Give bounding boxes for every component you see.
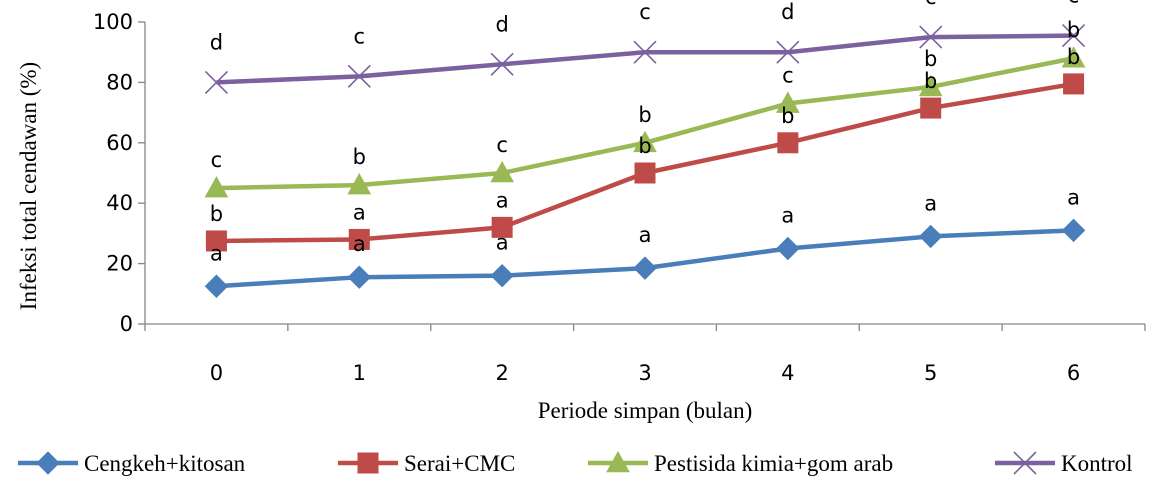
data-point (919, 224, 943, 249)
significance-letter: a (210, 241, 223, 265)
significance-letter: b (1067, 18, 1080, 42)
significance-letter: d (781, 0, 794, 24)
data-point (1061, 46, 1086, 68)
data-point (348, 228, 370, 250)
y-tick-label: 40 (106, 191, 133, 215)
y-tick-labels: 0 20 40 60 80 100 (93, 10, 133, 336)
significance-letter: a (1067, 185, 1080, 209)
significance-letter: b (924, 69, 937, 93)
data-point (490, 263, 514, 288)
data-point (347, 173, 372, 195)
x-tick-label: 6 (1067, 361, 1080, 385)
series-cengkeh-kitosan (204, 218, 1086, 298)
significance-letters: aaaaaaabaabbbbcbcbcbbdcdcdcc (210, 0, 1080, 265)
legend-marker (1013, 451, 1037, 475)
y-tick-label: 0 (120, 312, 133, 336)
significance-letter: a (924, 191, 937, 215)
series-serai-cmc (205, 73, 1085, 252)
data-point (633, 40, 657, 64)
x-tick-label: 5 (924, 361, 937, 385)
x-tick-label: 0 (210, 361, 223, 385)
data-point (634, 162, 656, 184)
significance-letter: a (496, 231, 509, 255)
significance-letter: b (210, 202, 223, 226)
legend-label: Pestisida kimia+gom arab (654, 451, 893, 476)
significance-letter: a (496, 188, 509, 212)
data-point (204, 274, 229, 298)
data-point (776, 91, 800, 113)
x-tick-label: 4 (781, 361, 794, 385)
data-point (920, 97, 942, 119)
significance-letter: c (639, 0, 651, 24)
data-point (919, 25, 943, 49)
legend-label: Serai+CMC (404, 451, 515, 476)
legend-marker (357, 452, 379, 474)
axes (138, 21, 1146, 331)
data-point (490, 52, 514, 76)
series-kontrol (204, 24, 1086, 94)
series-line (216, 33, 1074, 85)
data-point (205, 230, 227, 252)
legend-item: Pestisida kimia+gom arab (588, 450, 893, 476)
x-tick-label: 2 (495, 361, 508, 385)
data-point (1061, 218, 1086, 243)
legend-label: Kontrol (1061, 451, 1133, 476)
data-point (347, 64, 371, 88)
data-point (777, 132, 799, 154)
y-tick-label: 100 (93, 10, 133, 34)
data-point (1062, 24, 1086, 48)
legend-marker (36, 451, 60, 475)
significance-letter: a (781, 204, 794, 228)
significance-letter: c (496, 133, 508, 157)
significance-letter: c (782, 64, 794, 88)
significance-letter: b (781, 104, 794, 128)
data-point (347, 265, 371, 289)
y-tick-label: 20 (106, 252, 133, 276)
data-point (491, 216, 513, 238)
x-axis-title: Periode simpan (bulan) (538, 398, 753, 423)
legend-label: Cengkeh+kitosan (84, 451, 246, 476)
legend-item: Kontrol (995, 451, 1133, 476)
significance-letter: a (353, 200, 366, 224)
data-point (776, 236, 800, 261)
significance-letter: c (354, 24, 366, 48)
x-tick-label: 3 (638, 361, 651, 385)
legend-item: Serai+CMC (338, 451, 515, 476)
significance-letter: c (925, 0, 937, 9)
x-tick-labels: 0 1 2 3 4 5 6 (210, 361, 1081, 385)
x-tick-label: 1 (353, 361, 366, 385)
y-tick-label: 60 (106, 131, 133, 155)
significance-letter: b (924, 47, 937, 71)
y-tick-label: 80 (106, 70, 133, 94)
data-point (776, 40, 800, 64)
significance-letter: b (353, 145, 366, 169)
significance-letter: c (1068, 0, 1080, 8)
data-point (1063, 73, 1085, 95)
significance-letter: a (639, 223, 652, 247)
significance-letter: c (211, 148, 223, 172)
data-point (490, 160, 514, 183)
series-pestisida-kimia-gom-arab (204, 46, 1086, 198)
y-axis-title: Infeksi total cendawan (%) (16, 62, 41, 310)
legend-marker (606, 450, 630, 473)
data-point (918, 74, 943, 97)
series-layer (204, 24, 1086, 298)
significance-letter: d (210, 30, 223, 54)
data-point (204, 70, 228, 94)
legend: Cengkeh+kitosan Serai+CMC Pestisida kimia+… (18, 450, 1133, 476)
significance-letter: b (638, 134, 651, 158)
significance-letter: a (353, 232, 366, 256)
data-point (633, 256, 657, 280)
significance-letter: b (1067, 45, 1080, 69)
significance-letter: d (495, 12, 508, 36)
legend-item: Cengkeh+kitosan (18, 451, 246, 476)
data-point (633, 130, 657, 153)
data-point (204, 176, 229, 198)
significance-letter: b (638, 103, 651, 127)
